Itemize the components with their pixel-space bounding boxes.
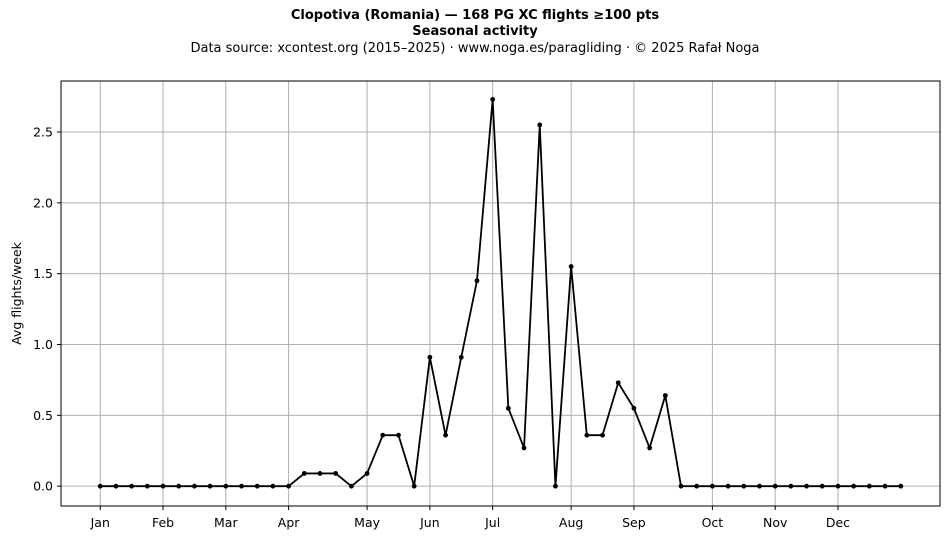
data-point: [207, 483, 213, 489]
y-tick-label: 1.0: [33, 337, 53, 352]
x-tick-label: Jan: [90, 515, 110, 530]
data-point: [851, 483, 857, 489]
data-point: [725, 483, 731, 489]
data-point: [270, 483, 276, 489]
data-point: [835, 483, 841, 489]
data-point: [866, 483, 872, 489]
chart-title-block: Clopotiva (Romania) — 168 PG XC flights …: [0, 8, 950, 58]
data-point: [380, 432, 386, 438]
data-point: [333, 471, 339, 476]
axis-ticks: Jan Feb Mar Apr May Jun Jul Aug Sep Oct Nov Dec 0.0 0…: [33, 125, 850, 531]
data-point: [615, 380, 621, 386]
data-point: [427, 354, 433, 360]
data-point: [694, 483, 700, 489]
data-point: [129, 483, 135, 489]
data-point: [113, 483, 119, 489]
data-point: [176, 483, 182, 489]
data-point: [490, 97, 496, 102]
data-point: [819, 483, 825, 489]
data-point: [301, 471, 307, 476]
data-point: [458, 354, 464, 360]
data-point: [396, 432, 401, 438]
x-tick-label: Sep: [622, 515, 646, 530]
data-point: [411, 483, 417, 489]
x-tick-label: Aug: [559, 515, 583, 530]
data-point: [348, 483, 354, 489]
data-point: [317, 471, 323, 476]
x-tick-label: Nov: [763, 515, 788, 530]
x-tick-label: Feb: [152, 515, 174, 530]
x-tick-label: May: [354, 515, 380, 530]
data-point: [600, 432, 605, 438]
data-point: [647, 445, 653, 451]
data-point: [898, 483, 904, 489]
data-point: [364, 471, 370, 476]
y-tick-label: 0.0: [33, 479, 53, 494]
y-tick-label: 1.5: [33, 266, 53, 281]
series-line-layer: [97, 97, 904, 489]
data-point: [662, 393, 668, 398]
data-point: [223, 483, 229, 489]
data-point: [788, 483, 794, 489]
data-point: [757, 483, 762, 489]
data-point: [584, 432, 590, 438]
y-tick-label: 0.5: [33, 408, 53, 423]
data-point: [474, 278, 480, 284]
chart-title: Clopotiva (Romania) — 168 PG XC flights …: [290, 8, 660, 23]
data-point: [192, 483, 197, 489]
data-point: [443, 432, 448, 438]
data-point: [254, 483, 260, 489]
data-point: [678, 483, 684, 489]
x-tick-label: Jul: [484, 515, 500, 530]
data-point: [741, 483, 747, 489]
plot-frame: [60, 80, 941, 507]
x-tick-label: Jun: [419, 515, 440, 530]
data-point: [804, 483, 809, 489]
data-point: [144, 483, 150, 489]
data-point: [239, 483, 244, 489]
series-line: [100, 98, 901, 488]
y-axis-label: Avg flights/week: [9, 241, 24, 345]
data-point: [568, 264, 574, 269]
data-point: [160, 483, 166, 489]
data-point: [882, 483, 888, 489]
data-point: [521, 445, 527, 451]
grid-lines: [61, 81, 940, 506]
data-point: [631, 405, 637, 411]
data-point: [553, 483, 558, 489]
x-tick-label: Oct: [702, 515, 724, 530]
chart-subtitle: Seasonal activity: [412, 24, 538, 39]
data-point: [772, 483, 778, 489]
data-point: [537, 122, 543, 128]
data-point: [286, 483, 291, 489]
y-tick-label: 2.0: [33, 195, 53, 210]
y-tick-label: 2.5: [33, 125, 53, 140]
x-tick-label: Dec: [826, 515, 850, 530]
data-point: [505, 405, 511, 411]
x-tick-label: Mar: [214, 515, 238, 530]
data-point: [97, 483, 103, 489]
chart-source-note: Data source: xcontest.org (2015–2025) · …: [190, 41, 760, 56]
data-point: [710, 483, 715, 489]
x-tick-label: Apr: [278, 515, 300, 530]
